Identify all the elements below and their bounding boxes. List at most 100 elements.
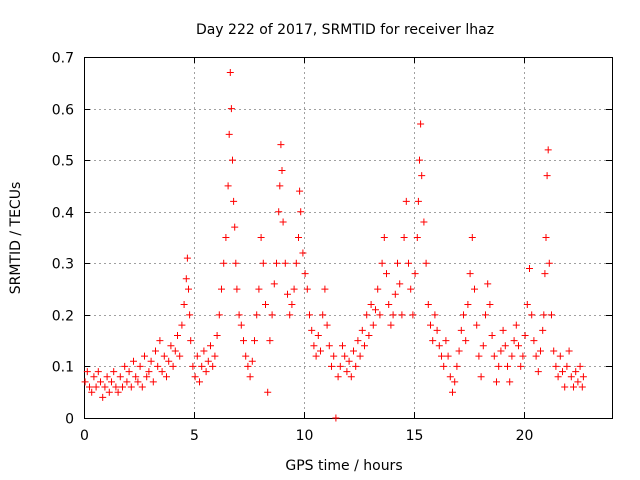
y-tick-label: 0 bbox=[65, 412, 74, 428]
data-point bbox=[471, 285, 478, 293]
data-point bbox=[114, 388, 122, 396]
data-point bbox=[130, 357, 137, 365]
data-point bbox=[92, 383, 100, 391]
data-point bbox=[141, 352, 148, 360]
y-tick-label: 0.3 bbox=[52, 257, 74, 273]
data-point bbox=[147, 357, 155, 365]
data-point bbox=[510, 337, 518, 345]
data-point bbox=[574, 378, 582, 386]
data-point bbox=[343, 368, 351, 376]
data-point bbox=[257, 234, 265, 241]
x-axis: 0 5 10 15 20 bbox=[80, 57, 533, 444]
data-point bbox=[222, 234, 230, 241]
data-point bbox=[211, 352, 219, 360]
data-point bbox=[275, 208, 283, 216]
data-point bbox=[422, 259, 430, 267]
data-point bbox=[354, 337, 362, 345]
data-point bbox=[215, 311, 223, 319]
data-point bbox=[191, 373, 199, 381]
data-point bbox=[281, 259, 289, 267]
data-point bbox=[457, 326, 465, 334]
data-point bbox=[495, 362, 503, 370]
data-point bbox=[374, 285, 382, 293]
data-point bbox=[504, 362, 511, 370]
data-point bbox=[171, 347, 179, 355]
data-point bbox=[543, 172, 551, 180]
data-point bbox=[442, 337, 450, 345]
data-point bbox=[464, 301, 472, 309]
data-point bbox=[196, 378, 203, 386]
data-point bbox=[339, 342, 346, 350]
data-point bbox=[435, 342, 443, 350]
data-point bbox=[240, 337, 247, 345]
data-point bbox=[523, 301, 531, 309]
data-point bbox=[251, 337, 258, 345]
data-point bbox=[508, 352, 516, 360]
data-point bbox=[112, 383, 120, 391]
y-axis: 0 0.1 0.2 0.3 0.4 0.5 0.6 0.7 bbox=[52, 51, 612, 428]
data-point bbox=[407, 285, 415, 293]
data-point bbox=[99, 393, 107, 401]
data-point bbox=[97, 378, 104, 386]
data-point bbox=[306, 311, 313, 319]
data-point bbox=[204, 357, 212, 365]
data-point bbox=[94, 368, 102, 376]
data-point bbox=[341, 352, 349, 360]
data-point bbox=[325, 342, 333, 350]
data-point bbox=[156, 337, 164, 345]
data-point bbox=[475, 352, 483, 360]
data-point bbox=[176, 352, 184, 360]
data-point bbox=[101, 383, 109, 391]
data-point bbox=[235, 311, 243, 319]
data-point bbox=[218, 285, 225, 293]
data-point bbox=[554, 373, 562, 381]
data-point bbox=[570, 383, 577, 391]
data-point bbox=[167, 342, 175, 350]
data-point bbox=[90, 373, 98, 381]
data-point bbox=[125, 368, 133, 376]
data-point bbox=[310, 342, 318, 350]
data-point bbox=[479, 342, 487, 350]
data-point bbox=[356, 352, 364, 360]
data-point bbox=[413, 234, 421, 241]
data-point bbox=[187, 337, 195, 345]
data-point bbox=[220, 259, 228, 267]
data-point bbox=[83, 368, 91, 376]
data-point bbox=[154, 362, 162, 370]
data-point bbox=[264, 388, 272, 396]
data-series bbox=[81, 68, 587, 422]
data-point bbox=[468, 234, 476, 241]
data-point bbox=[121, 362, 129, 370]
data-point bbox=[367, 301, 375, 309]
data-point bbox=[561, 383, 569, 391]
data-point bbox=[279, 218, 287, 226]
data-point bbox=[576, 362, 584, 370]
data-point bbox=[446, 373, 454, 381]
data-point bbox=[81, 378, 89, 386]
data-point bbox=[292, 259, 300, 267]
data-point bbox=[237, 321, 245, 329]
data-point bbox=[227, 105, 235, 113]
data-point bbox=[414, 197, 422, 205]
y-tick-label: 0.5 bbox=[52, 154, 74, 170]
data-point bbox=[255, 285, 263, 293]
data-point bbox=[440, 362, 448, 370]
data-point bbox=[163, 373, 170, 381]
data-point bbox=[321, 285, 329, 293]
data-point bbox=[276, 182, 284, 190]
data-point bbox=[572, 368, 580, 376]
data-point bbox=[232, 259, 240, 267]
data-point bbox=[350, 347, 357, 355]
chart-title: Day 222 of 2017, SRMTID for receiver lha… bbox=[196, 22, 494, 38]
x-tick-label: 15 bbox=[406, 428, 424, 444]
data-point bbox=[389, 311, 397, 319]
data-point bbox=[286, 311, 294, 319]
y-tick-label: 0.6 bbox=[52, 103, 74, 119]
data-point bbox=[330, 352, 338, 360]
data-point bbox=[394, 259, 401, 267]
data-point bbox=[270, 280, 278, 288]
y-tick-label: 0.4 bbox=[52, 206, 74, 222]
data-point bbox=[550, 347, 558, 355]
data-point bbox=[301, 270, 309, 278]
data-point bbox=[431, 311, 439, 319]
